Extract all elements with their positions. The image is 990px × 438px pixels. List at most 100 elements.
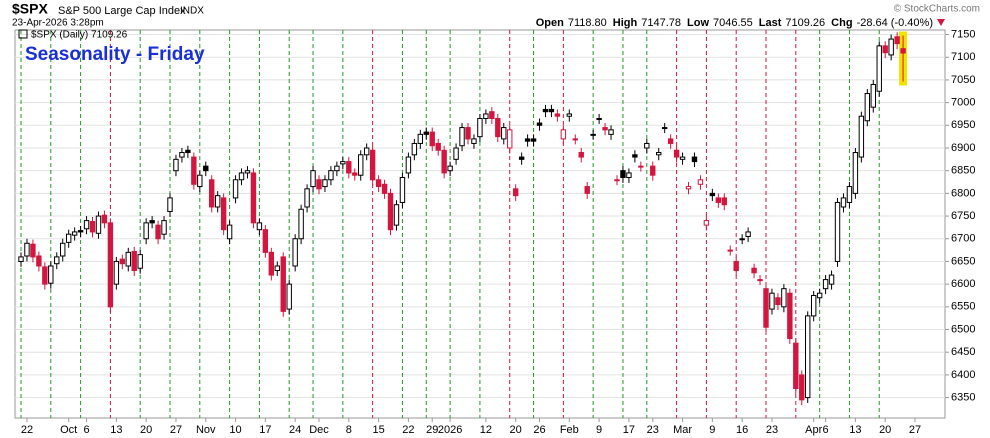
x-tick-label: 22: [21, 424, 33, 436]
candle-body: [262, 229, 269, 253]
x-tick-label: 6: [823, 424, 829, 436]
candle-body: [721, 197, 727, 206]
candle-body: [232, 179, 239, 199]
candle-body: [769, 292, 775, 310]
candle-body: [828, 274, 835, 285]
candle-body: [727, 249, 733, 252]
candle-body: [155, 224, 161, 240]
candle-body: [435, 142, 441, 151]
y-tick-label: 6500: [951, 323, 975, 335]
y-tick-label: 6400: [951, 369, 975, 381]
x-tick-label: 22: [402, 424, 414, 436]
candle-body: [24, 242, 30, 257]
candle-body: [530, 138, 537, 142]
candle-body: [304, 188, 310, 208]
candle-body: [149, 220, 155, 224]
candle-body: [542, 108, 549, 113]
candle-body: [834, 201, 841, 262]
candle-body: [95, 215, 102, 234]
candle-body: [441, 149, 447, 174]
x-tick-label: 9: [596, 424, 602, 436]
candle-body: [250, 172, 257, 224]
candle-body: [423, 131, 429, 135]
candle-body: [501, 127, 507, 140]
candle-body: [352, 172, 358, 176]
candle-body: [316, 179, 322, 190]
x-tick-label: 29: [426, 424, 438, 436]
candle-body: [894, 36, 900, 45]
symbol-name: S&P 500 Large Cap Index: [58, 5, 186, 17]
candle-body: [781, 288, 787, 308]
x-tick-label: 20: [140, 424, 152, 436]
x-tick-label: 27: [170, 424, 182, 436]
candle-body: [703, 220, 710, 226]
candle-body: [477, 117, 483, 138]
quote-label: Last: [759, 17, 782, 29]
chart-title: Seasonality - Friday: [25, 44, 205, 65]
y-tick-label: 7050: [951, 74, 975, 86]
quote-value: -28.64 (-0.40%): [857, 17, 933, 29]
candle-body: [763, 288, 769, 328]
candle-body: [495, 117, 501, 138]
candle-body: [846, 186, 853, 203]
legend-entry: $SPX (Daily) 7109.26: [31, 30, 128, 41]
candle-body: [566, 113, 573, 117]
candle-body: [799, 374, 805, 401]
x-tick-label: 6: [83, 424, 89, 436]
candle-body: [679, 156, 686, 160]
candle-body: [143, 222, 149, 240]
candle-body: [42, 266, 48, 285]
candle-body: [244, 170, 251, 174]
candle-body: [179, 152, 185, 158]
quote-label: High: [613, 17, 638, 29]
candle-body: [191, 156, 197, 185]
x-tick-label: 16: [736, 424, 748, 436]
candle-body: [620, 170, 626, 178]
candle-body: [882, 45, 888, 54]
x-tick-label: 26: [533, 424, 545, 436]
candle-body: [852, 152, 859, 194]
labels: 6350 6400 6450 6500 6550 6600 6650 6700 6750 6800…: [21, 28, 976, 435]
candle-body: [71, 231, 78, 236]
candle-body: [757, 279, 763, 282]
candle-body: [429, 131, 435, 147]
candle-body: [870, 83, 876, 108]
candle-body: [125, 251, 131, 267]
down-arrow: [937, 19, 945, 26]
candle-body: [83, 220, 90, 230]
x-tick-label: Nov: [196, 424, 216, 436]
candle-body: [858, 115, 865, 158]
x-tick-label: Apr: [805, 424, 822, 436]
candle-body: [113, 260, 120, 285]
candle-body: [459, 127, 465, 147]
candle-body: [226, 224, 233, 240]
candle-body: [375, 179, 382, 188]
candle-body: [876, 45, 882, 92]
quote-label: Open: [536, 17, 564, 29]
quote-value: 7118.80: [568, 17, 607, 29]
candles: [18, 31, 908, 406]
candle-body: [667, 138, 674, 144]
candle-body: [453, 147, 459, 160]
candle-body: [697, 179, 704, 185]
candle-body: [524, 138, 531, 142]
candle-body: [489, 111, 495, 119]
candle-body: [18, 256, 24, 262]
candle-body: [209, 179, 215, 208]
x-tick-label: 20: [879, 424, 891, 436]
candle-body: [656, 152, 662, 156]
candle-body: [340, 161, 346, 165]
candle-body: [322, 179, 328, 188]
candle-body: [286, 283, 292, 310]
candle-body: [661, 127, 668, 130]
candle-body: [399, 176, 406, 203]
candle-body: [584, 186, 590, 194]
x-tick-label: 13: [110, 424, 122, 436]
candle-body: [256, 222, 263, 231]
candle-body: [447, 165, 453, 172]
candle-body: [48, 265, 54, 284]
candle-body: [572, 138, 578, 141]
candle-body: [745, 231, 751, 237]
candle-body: [733, 260, 739, 272]
candle-body: [346, 161, 352, 174]
